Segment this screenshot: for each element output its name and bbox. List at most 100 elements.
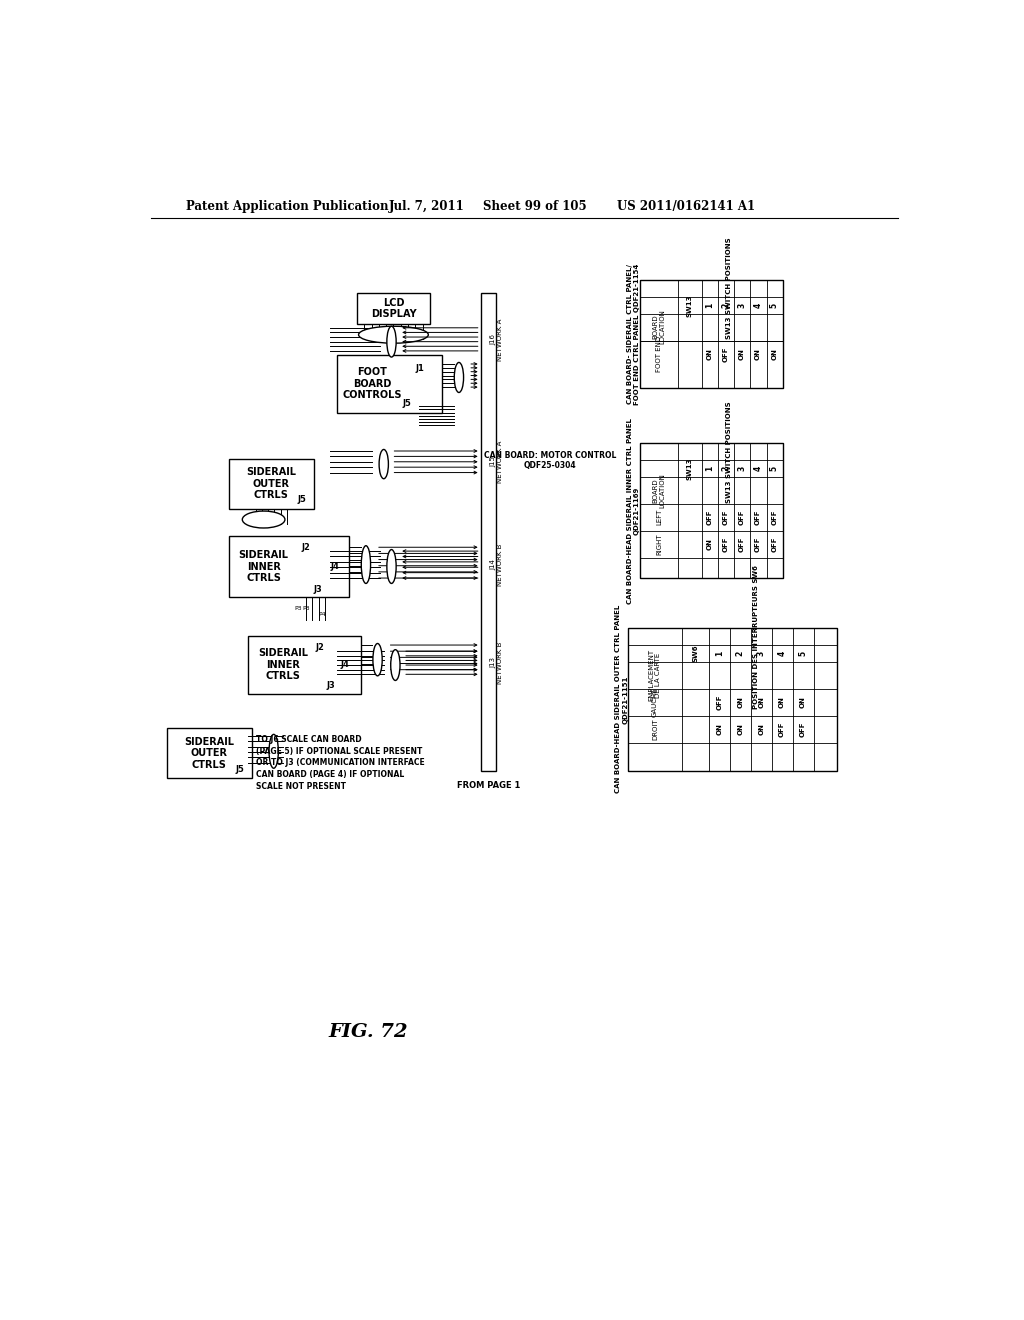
Ellipse shape (361, 545, 371, 583)
Text: SIDERAIL
INNER
CTRLS: SIDERAIL INNER CTRLS (258, 648, 308, 681)
Bar (337, 355, 442, 412)
Text: ON: ON (758, 723, 764, 735)
Text: ON: ON (707, 348, 713, 360)
Text: ON: ON (758, 696, 764, 708)
Bar (167, 729, 252, 779)
Text: LEFT: LEFT (656, 510, 662, 525)
Text: OFF: OFF (771, 536, 777, 552)
Text: 2: 2 (721, 466, 730, 471)
Text: P3: P3 (295, 606, 302, 611)
Text: J15
NETWORK A: J15 NETWORK A (489, 441, 503, 483)
Text: OFF: OFF (755, 510, 761, 525)
Bar (356, 293, 430, 323)
Text: J2: J2 (302, 543, 310, 552)
Text: ON: ON (737, 723, 743, 735)
Text: OFF: OFF (723, 536, 728, 552)
Text: FROM PAGE 1: FROM PAGE 1 (457, 781, 520, 791)
Text: FOOT
BOARD
CONTROLS: FOOT BOARD CONTROLS (342, 367, 401, 400)
Text: OFF: OFF (707, 510, 713, 525)
Bar (628, 628, 838, 771)
Text: 5: 5 (770, 466, 779, 471)
Text: CAN BOARD: MOTOR CONTROL
QDF25-0304: CAN BOARD: MOTOR CONTROL QDF25-0304 (484, 451, 616, 470)
Text: 2: 2 (721, 302, 730, 308)
Ellipse shape (243, 511, 285, 528)
Text: 5: 5 (799, 651, 808, 656)
Text: Sheet 99 of 105: Sheet 99 of 105 (483, 201, 587, 214)
Text: J4: J4 (341, 660, 349, 669)
Bar (228, 459, 314, 508)
Ellipse shape (391, 649, 400, 681)
Text: OFF: OFF (755, 536, 761, 552)
Text: BOARD
LOCATION: BOARD LOCATION (652, 473, 666, 508)
Text: OFF: OFF (717, 694, 722, 710)
Text: US 2011/0162141 A1: US 2011/0162141 A1 (616, 201, 755, 214)
Text: J1: J1 (416, 364, 425, 374)
Text: ON: ON (738, 348, 744, 360)
Text: OFF: OFF (723, 346, 728, 362)
Text: CAN BOARD- SIDERAIL CTRL PANEL/
FOOT END CTRL PANEL QDF21-1154: CAN BOARD- SIDERAIL CTRL PANEL/ FOOT END… (627, 263, 640, 405)
Text: OFF: OFF (738, 510, 744, 525)
Text: 3: 3 (757, 651, 766, 656)
Text: SW6: SW6 (692, 644, 698, 663)
Text: OFF: OFF (771, 510, 777, 525)
Text: ON: ON (771, 348, 777, 360)
Text: BOARD
LOCATION: BOARD LOCATION (652, 310, 666, 345)
Text: P3: P3 (302, 606, 310, 611)
Text: J3: J3 (313, 585, 323, 594)
Bar (480, 293, 496, 771)
Text: SIDERAIL
OUTER
CTRLS: SIDERAIL OUTER CTRLS (247, 467, 296, 500)
Ellipse shape (387, 549, 396, 583)
Text: OFF: OFF (779, 721, 785, 737)
Text: OFF: OFF (800, 721, 806, 737)
Text: J14
NETWORK B: J14 NETWORK B (489, 544, 503, 586)
Text: FIG. 72: FIG. 72 (329, 1023, 408, 1041)
Text: 3: 3 (737, 466, 746, 471)
Text: Patent Application Publication: Patent Application Publication (186, 201, 389, 214)
Text: 4: 4 (754, 302, 763, 308)
Text: Jul. 7, 2011: Jul. 7, 2011 (388, 201, 464, 214)
Ellipse shape (269, 734, 279, 768)
Bar (248, 636, 360, 693)
Text: J2: J2 (315, 643, 325, 652)
Bar (640, 444, 783, 578)
Text: SW13 SWITCH POSITIONS: SW13 SWITCH POSITIONS (726, 401, 731, 503)
Text: ON: ON (800, 696, 806, 708)
Ellipse shape (358, 326, 428, 343)
Text: POSITION DES INTERRUPTEURS SW6: POSITION DES INTERRUPTEURS SW6 (753, 565, 759, 709)
Text: J5: J5 (402, 399, 412, 408)
Ellipse shape (373, 644, 382, 676)
Text: J5: J5 (236, 764, 245, 774)
Text: EMPLACEMENT
DE LA CARTE: EMPLACEMENT DE LA CARTE (648, 649, 662, 701)
Text: ON: ON (717, 723, 722, 735)
Text: CAN BOARD-HEAD SIDERAIL OUTER CTRL PANEL
QDF21-1151: CAN BOARD-HEAD SIDERAIL OUTER CTRL PANEL… (615, 605, 628, 793)
Text: 2: 2 (736, 651, 744, 656)
Text: SW13 SWITCH POSITIONS: SW13 SWITCH POSITIONS (726, 238, 731, 339)
Text: 1: 1 (705, 466, 714, 471)
Text: J5: J5 (298, 495, 307, 504)
Ellipse shape (379, 450, 388, 479)
Text: J4: J4 (331, 562, 339, 572)
Text: OFF: OFF (723, 510, 728, 525)
Bar (228, 536, 349, 598)
Text: SIDERAIL
OUTER
CTRLS: SIDERAIL OUTER CTRLS (184, 737, 234, 770)
Text: SIDERAIL
INNER
CTRLS: SIDERAIL INNER CTRLS (239, 550, 289, 583)
Text: GAUCHE: GAUCHE (652, 688, 658, 717)
Text: DROIT: DROIT (652, 718, 658, 739)
Text: SW13: SW13 (687, 294, 693, 317)
Text: ON: ON (707, 539, 713, 550)
Text: 5: 5 (770, 302, 779, 308)
Text: OFF: OFF (738, 536, 744, 552)
Text: SW13: SW13 (687, 458, 693, 480)
Text: J16
NETWORK A: J16 NETWORK A (489, 318, 503, 360)
Text: RIGHT: RIGHT (656, 533, 662, 554)
Text: 4: 4 (777, 651, 786, 656)
Ellipse shape (387, 326, 396, 358)
Text: ON: ON (755, 348, 761, 360)
Ellipse shape (455, 363, 464, 392)
Text: P4: P4 (317, 611, 326, 616)
Text: 1: 1 (715, 651, 724, 656)
Text: 3: 3 (737, 302, 746, 308)
Text: FOOT END: FOOT END (656, 335, 662, 372)
Text: ON: ON (737, 696, 743, 708)
Bar (640, 280, 783, 388)
